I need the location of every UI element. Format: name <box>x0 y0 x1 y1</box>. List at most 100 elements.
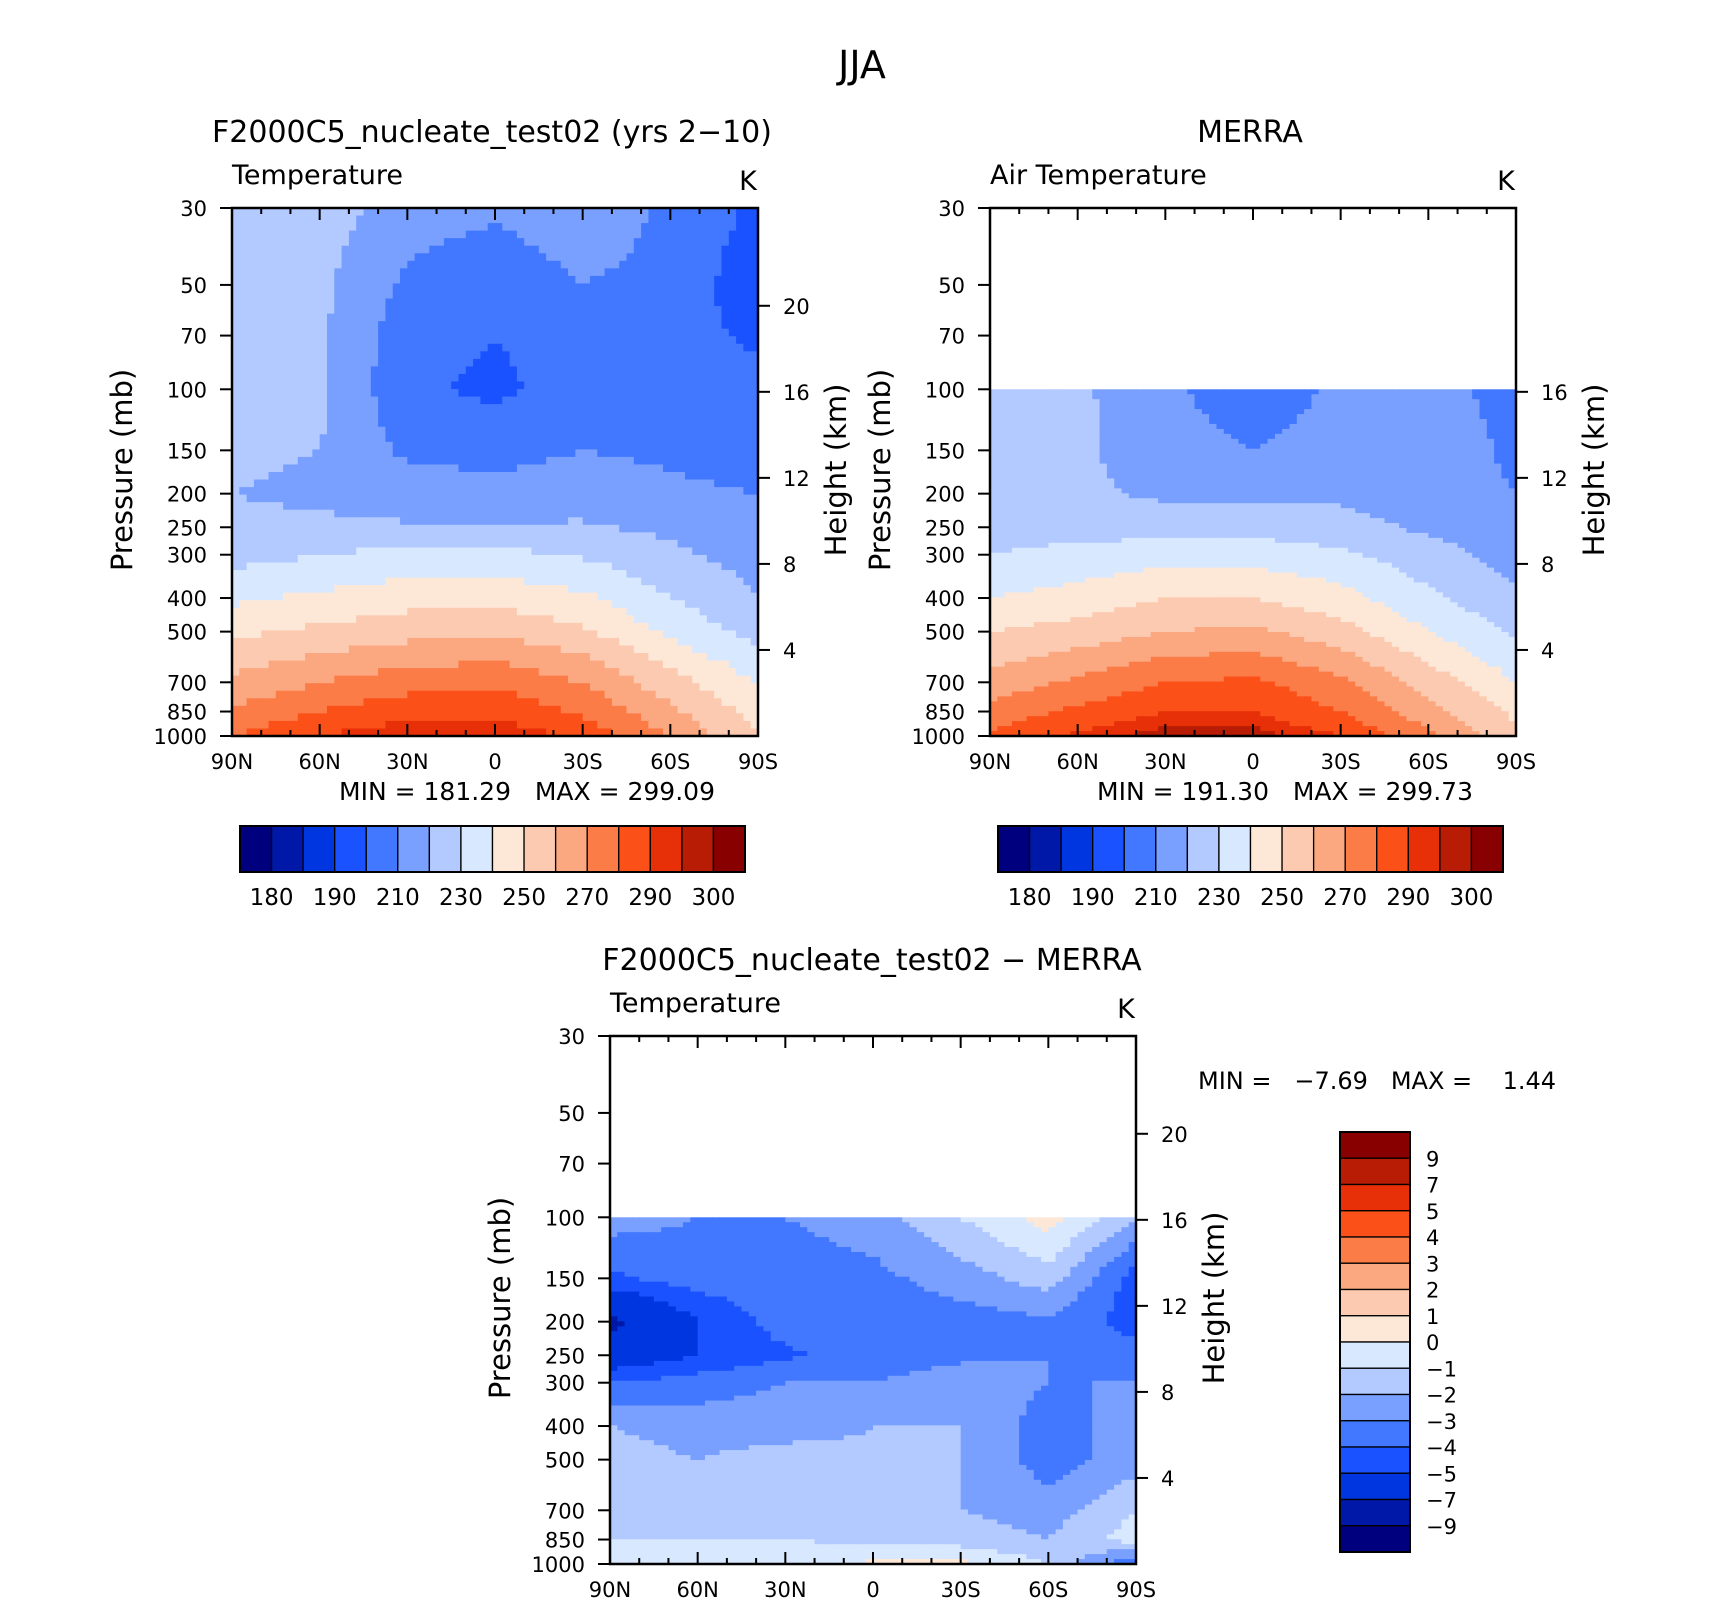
model-cell <box>414 645 423 654</box>
model-cell <box>670 230 679 239</box>
model-cell <box>648 577 657 586</box>
model-cell <box>568 351 576 360</box>
model-cell <box>370 268 379 277</box>
model-cell <box>246 411 255 420</box>
model-cell <box>429 585 438 594</box>
model-cell <box>261 690 270 699</box>
model-cell <box>692 456 701 466</box>
model-cell <box>392 381 401 390</box>
model-cell <box>641 607 650 616</box>
model-cell <box>553 668 562 677</box>
model-cell <box>677 472 686 481</box>
model-cell <box>334 389 343 398</box>
model-cell <box>684 208 693 217</box>
model-cell <box>407 509 416 518</box>
model-cell <box>436 494 445 503</box>
model-cell <box>334 615 343 624</box>
model-cell <box>546 306 555 315</box>
model-cell <box>290 290 299 300</box>
model-cell <box>341 321 350 330</box>
model-cell <box>655 298 664 307</box>
model-cell <box>597 404 606 413</box>
model-cell <box>290 547 299 556</box>
model-cell <box>297 472 306 481</box>
model-cell <box>465 547 474 556</box>
model-cell <box>341 690 350 699</box>
model-cell <box>626 705 635 714</box>
model-cell <box>699 554 708 564</box>
model-cell <box>326 720 335 730</box>
model-cell <box>560 426 569 435</box>
model-cell <box>290 472 299 481</box>
model-cell <box>421 668 430 677</box>
model-cell <box>684 419 693 428</box>
model-cell <box>283 713 292 722</box>
model-cell <box>458 441 467 450</box>
model-cell <box>663 554 671 564</box>
model-cell <box>677 351 686 360</box>
model-cell <box>611 283 620 292</box>
model-cell <box>728 622 737 631</box>
model-cell <box>261 456 270 466</box>
model-cell <box>611 585 620 594</box>
model-cell <box>473 260 481 269</box>
model-cell <box>370 343 379 352</box>
model-cell <box>407 554 416 564</box>
model-cell <box>421 321 430 330</box>
model-cell <box>502 230 511 239</box>
model-cell <box>487 351 496 360</box>
model-cell <box>326 562 335 571</box>
model-cell <box>378 215 387 224</box>
model-cell <box>378 728 387 737</box>
model-cell <box>699 306 708 315</box>
model-cell <box>560 524 569 533</box>
model-cell <box>246 720 255 730</box>
model-cell <box>677 298 686 307</box>
model-cell <box>473 290 481 300</box>
model-cell <box>560 373 569 383</box>
model-cell <box>239 479 248 488</box>
model-cell <box>312 321 321 330</box>
model-cell <box>268 434 277 443</box>
model-cell <box>553 570 562 579</box>
model-cell <box>692 343 701 352</box>
model-cell <box>378 306 387 315</box>
model-cell <box>414 358 423 367</box>
model-cell <box>436 630 445 639</box>
model-cell <box>611 532 620 541</box>
model-cell <box>721 502 730 511</box>
model-cell <box>465 411 474 420</box>
model-cell <box>261 479 270 488</box>
model-cell <box>560 720 569 730</box>
model-cell <box>699 479 708 488</box>
model-cell <box>458 675 467 684</box>
model-cell <box>239 411 248 420</box>
model-cell <box>495 577 503 586</box>
model-cell <box>363 343 372 352</box>
model-cell <box>641 328 650 337</box>
model-cell <box>268 298 277 307</box>
model-cell <box>750 570 759 579</box>
model-cell <box>283 336 292 345</box>
model-cell <box>348 419 357 428</box>
model-cell <box>268 472 277 481</box>
model-cell <box>502 660 511 669</box>
model-cell <box>283 441 292 450</box>
model-cell <box>553 585 562 594</box>
model-cell <box>692 683 701 692</box>
model-cell <box>750 690 759 699</box>
model-cell <box>560 570 569 579</box>
model-cell <box>392 223 401 232</box>
model-cell <box>275 313 284 322</box>
model-cell <box>290 630 299 639</box>
model-cell <box>400 283 408 292</box>
model-cell <box>487 245 496 254</box>
model-cell <box>538 637 547 647</box>
model-cell <box>480 313 489 322</box>
model-cell <box>502 306 511 315</box>
model-cell <box>385 570 394 579</box>
model-cell <box>275 487 284 496</box>
model-cell <box>451 283 460 292</box>
model-cell <box>684 298 693 307</box>
model-cell <box>297 321 306 330</box>
